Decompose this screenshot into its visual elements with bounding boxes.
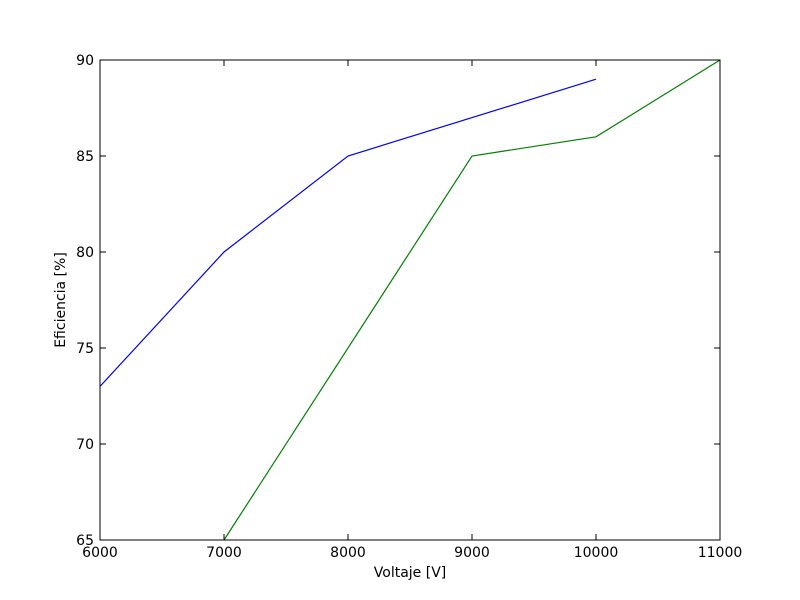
y-tick-label: 90 [76, 53, 94, 69]
x-tick-label: 9000 [454, 545, 490, 561]
series-line-2 [223, 59, 721, 541]
x-tick-label: 8000 [330, 545, 366, 561]
plot-background [100, 60, 720, 540]
x-tick-label: 11000 [698, 545, 743, 561]
y-tick-label: 70 [76, 437, 94, 453]
x-tick-label: 10000 [574, 545, 619, 561]
x-axis-label: Voltaje [V] [374, 565, 446, 581]
y-tick-label: 75 [76, 341, 94, 357]
y-tick-label: 80 [76, 245, 94, 261]
x-tick-label: 6000 [82, 545, 118, 561]
series-line-1 [99, 78, 597, 387]
tick-labels-layer: 6000 7000 8000 9000 10000 11000 65 70 75 80 85 90 [76, 53, 742, 561]
y-tick-label: 65 [76, 533, 94, 549]
x-tick-label: 7000 [206, 545, 242, 561]
y-axis-label: Eficiencia [%] [53, 252, 69, 348]
plot-frame [99, 59, 721, 541]
series-layer [99, 59, 721, 541]
y-tick-label: 85 [76, 149, 94, 165]
